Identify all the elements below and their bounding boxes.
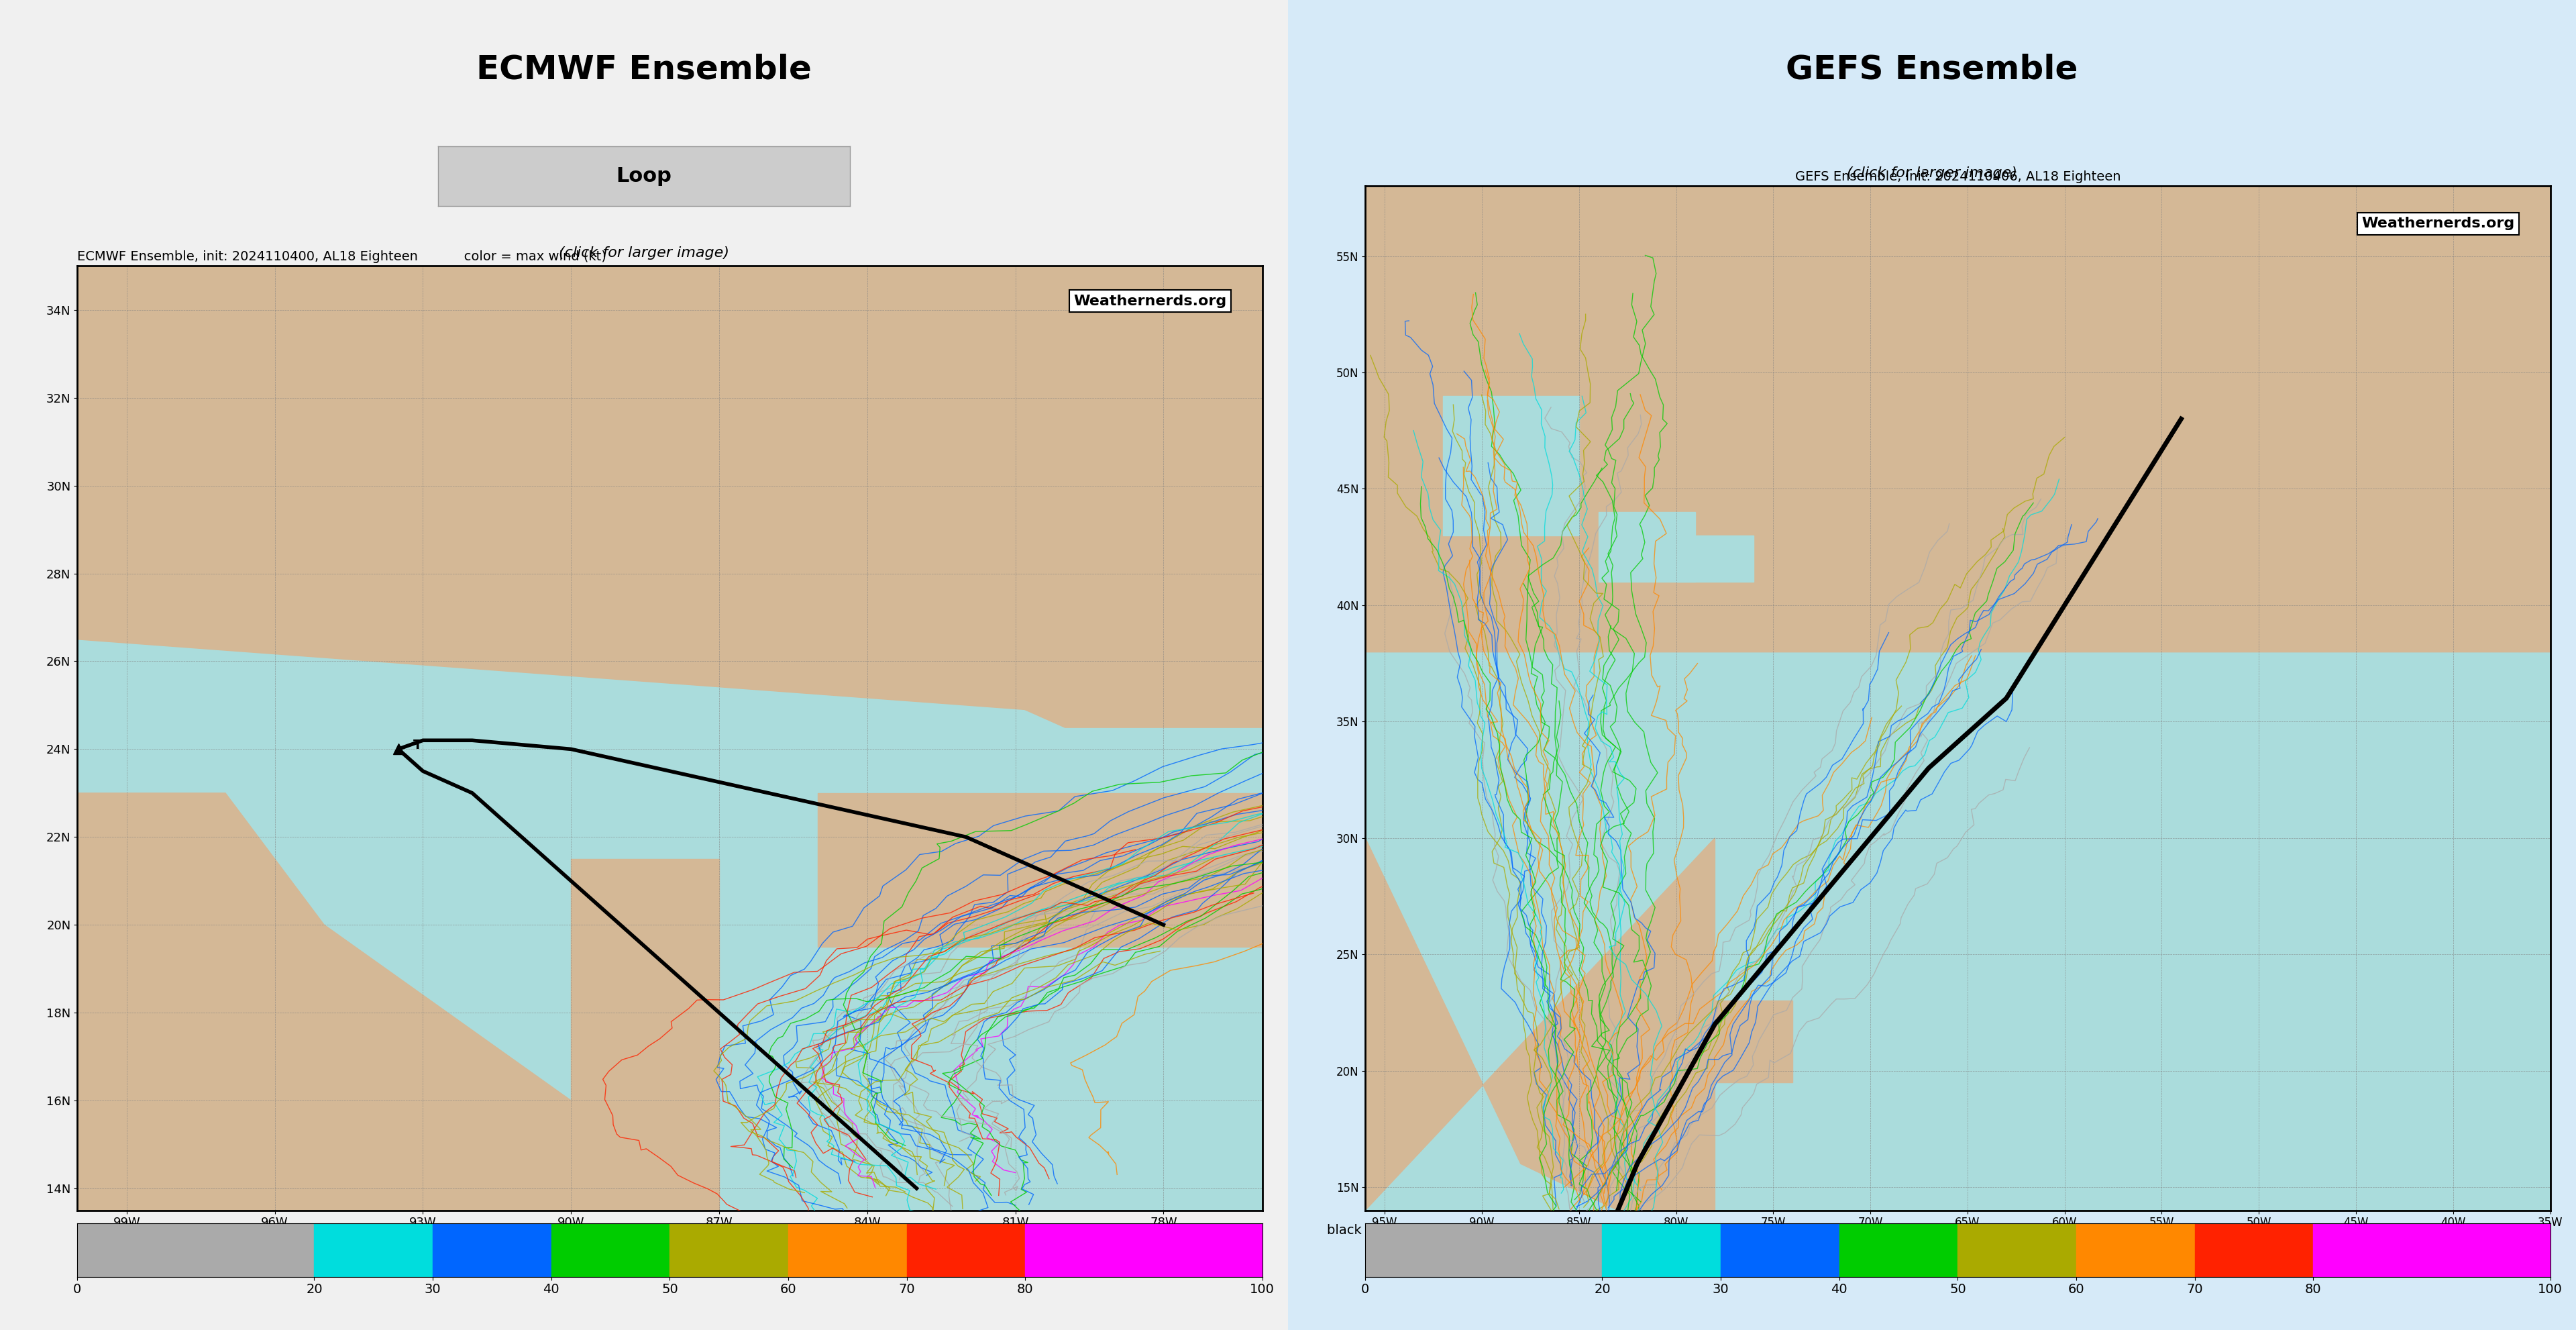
Polygon shape — [77, 793, 719, 1210]
Polygon shape — [1597, 512, 1695, 583]
Text: Loop: Loop — [616, 166, 672, 186]
Text: color = max wind (kt): color = max wind (kt) — [2396, 1224, 2537, 1237]
Polygon shape — [77, 266, 1262, 728]
Text: Weathernerds.org: Weathernerds.org — [2362, 217, 2514, 230]
Polygon shape — [1443, 396, 1579, 536]
Text: Weathernerds.org: Weathernerds.org — [1074, 294, 1226, 307]
Text: ECMWF Ensemble: ECMWF Ensemble — [477, 53, 811, 85]
Polygon shape — [1365, 838, 1716, 1210]
Polygon shape — [1597, 1001, 1793, 1083]
Text: GEFS Ensemble: GEFS Ensemble — [1785, 53, 2079, 85]
Polygon shape — [817, 793, 1360, 947]
Text: (click for larger image): (click for larger image) — [559, 246, 729, 259]
Text: black line = ens mean: black line = ens mean — [1327, 1224, 1473, 1237]
Polygon shape — [1365, 186, 2550, 652]
Text: ECMWF Ensemble, init: 2024110400, AL18 Eighteen           color = max wind (kt): ECMWF Ensemble, init: 2024110400, AL18 E… — [77, 250, 605, 263]
Text: T: T — [412, 739, 422, 751]
Polygon shape — [1677, 536, 1754, 583]
Title: GEFS Ensemble, init: 2024110406, AL18 Eighteen: GEFS Ensemble, init: 2024110406, AL18 Ei… — [1795, 170, 2120, 184]
Text: (click for larger image): (click for larger image) — [1847, 166, 2017, 180]
Polygon shape — [572, 859, 719, 1210]
